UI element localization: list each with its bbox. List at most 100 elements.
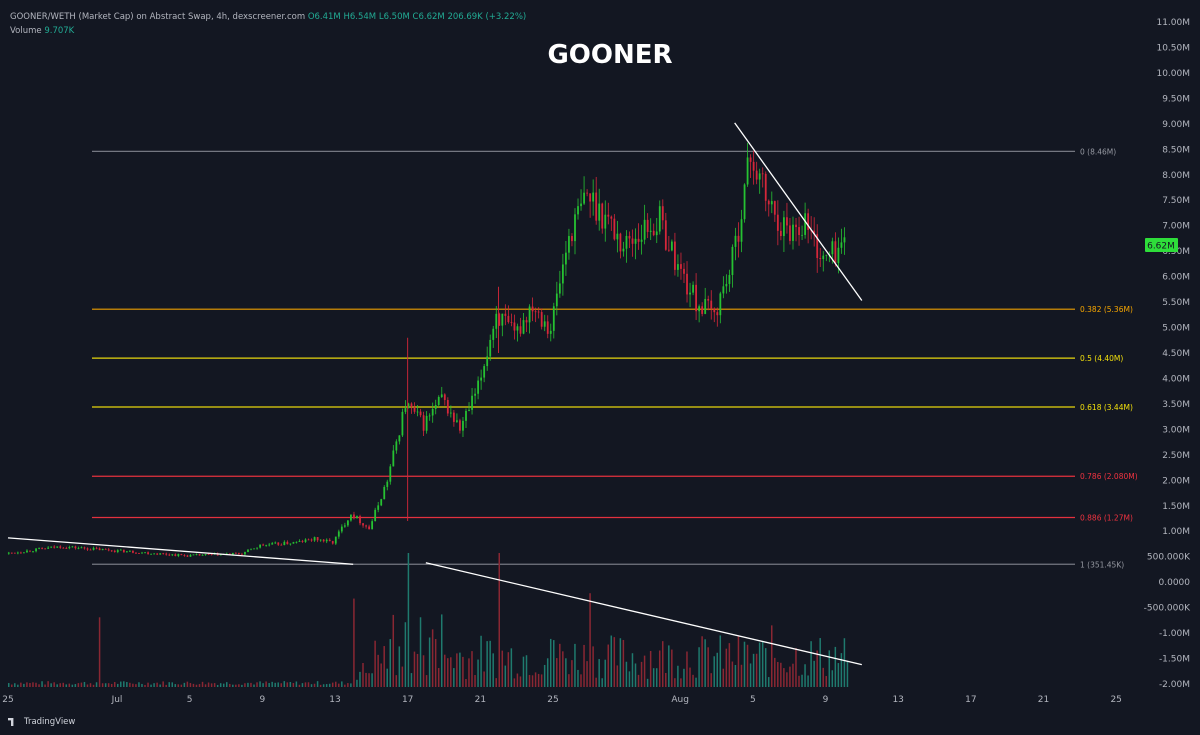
candle-body [119,549,122,551]
candle-body [359,516,361,524]
y-tick-label: 4.00M [1162,374,1190,384]
y-tick-label: 2.00M [1162,476,1190,486]
volume-bar [674,678,676,687]
volume-bar [32,682,34,687]
volume-bar [298,684,301,687]
candle-body [207,554,210,555]
volume-bar [392,614,395,687]
candle-body [510,322,513,323]
volume-bar [62,682,64,687]
candle-body [268,544,271,546]
candle-body [465,410,467,421]
high-value: H6.54M [343,12,377,22]
candle-body [807,213,810,230]
volume-bar [98,617,101,687]
candle-body [731,246,734,276]
volume-bar [156,682,158,687]
volume-bar [141,683,143,687]
volume-bar [789,666,791,687]
candle-body [328,539,331,542]
volume-bar [780,662,782,687]
candle-body [356,516,358,519]
y-tick-label: 4.50M [1162,349,1190,359]
x-tick-label: Aug [671,695,689,705]
candle-body [480,377,483,381]
candle-body [719,293,722,316]
volume-bar [365,672,367,687]
volume-bar [344,684,346,687]
volume-bar [307,682,310,687]
volume-bar [825,676,827,687]
candle-body [795,224,797,228]
volume-bar [23,683,25,687]
volume-bar [459,652,461,687]
change-value: 206.69K (+3.22%) [447,12,527,22]
x-tick-label: 9 [259,695,265,705]
candle-body [174,554,177,556]
candle-body [404,408,407,412]
candle-body [628,235,631,239]
volume-bar [828,650,831,687]
volume-bar [11,684,13,687]
y-tick-label: 9.50M [1162,94,1190,104]
volume-bar [113,682,116,687]
candle-body [537,311,540,313]
candle-body [398,435,401,442]
volume-bar [628,671,631,687]
volume-bar [468,658,470,687]
volume-bar [543,664,546,687]
volume-bar [513,678,516,687]
candle-body [41,548,44,549]
volume-bar [413,651,416,687]
volume-bar [322,684,325,687]
volume-label: Volume [10,26,42,36]
volume-bar [598,659,600,687]
candle-body [180,554,183,556]
volume-bar [577,669,579,687]
candle-body [437,397,440,405]
candle-body [561,264,564,284]
volume-bar [740,664,743,687]
candle-body [413,407,416,412]
candle-body [568,236,570,253]
volume-bar [235,684,237,687]
candle-body [543,321,546,327]
candle-body [789,225,791,241]
y-tick-label: 9.00M [1162,120,1190,130]
candle-body [171,554,174,556]
candle-body [689,292,691,295]
volume-bar [189,683,192,687]
x-tick-label: 17 [965,695,976,705]
candle-body [555,293,558,307]
volume-bar [277,682,279,687]
x-tick-label: 25 [1110,695,1121,705]
volume-bar [117,683,119,687]
x-tick-label: 21 [1038,695,1049,705]
candle-body [98,548,101,551]
volume-bar [410,673,413,687]
fib-level-label: 0 (8.46M) [1080,147,1116,156]
volume-bar [559,643,561,687]
candle-body [746,157,749,185]
volume-bar [640,661,643,687]
volume-bar [226,682,228,687]
candle-body [613,218,616,240]
candle-body [552,306,555,331]
candle-body [804,213,807,235]
volume-bar [29,683,31,687]
volume-bar [165,684,167,687]
candle-body [462,420,464,431]
volume-bar [758,642,761,687]
volume-bar [425,675,428,687]
volume-bar [319,684,322,687]
tradingview-watermark[interactable]: TradingView [8,717,75,727]
volume-bar [471,651,473,687]
y-tick-label: 500.000K [1147,553,1191,563]
volume-bar [771,625,773,687]
volume-bar [722,668,725,687]
volume-bar [731,661,734,687]
y-tick-label: 10.50M [1156,43,1190,53]
fib-level-label: 1 (351.45K) [1080,560,1124,569]
volume-bar [419,617,422,687]
